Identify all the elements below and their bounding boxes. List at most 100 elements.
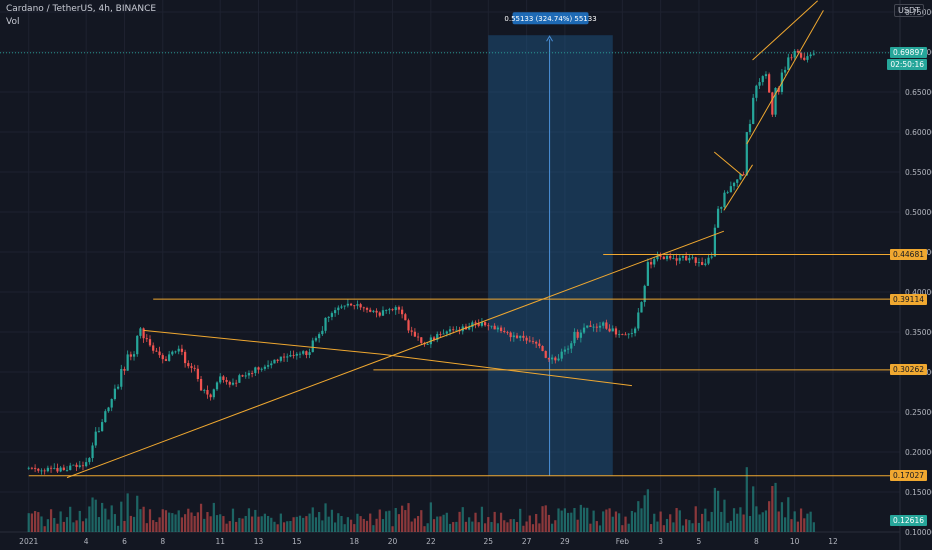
volume-bar	[560, 510, 563, 532]
candle-body	[774, 87, 777, 115]
volume-bar	[701, 513, 704, 532]
volume-bar	[91, 497, 94, 532]
candle-body	[148, 339, 152, 346]
candle-body	[318, 334, 321, 339]
volume-bar	[726, 522, 729, 532]
candle-body	[506, 331, 509, 333]
x-tick-label: 4	[84, 537, 89, 546]
volume-bar	[787, 497, 790, 532]
trendline[interactable]	[382, 353, 632, 387]
volume-bar	[579, 504, 582, 532]
volume-bar	[662, 525, 665, 532]
candle-body	[675, 258, 678, 261]
measure-range-box[interactable]	[488, 35, 613, 476]
candle-body	[582, 327, 586, 333]
volume-bar	[148, 509, 152, 532]
candle-body	[142, 328, 145, 339]
volume-bar	[314, 517, 318, 532]
volume-bar	[761, 512, 764, 532]
candle-body	[404, 314, 407, 321]
candle-body	[244, 375, 247, 377]
volume-bar	[618, 513, 621, 532]
candle-body	[787, 57, 790, 70]
y-tick-label: 0.10000	[905, 528, 932, 537]
candle-body	[566, 348, 570, 350]
candle-body	[519, 335, 522, 338]
candle-body	[129, 354, 132, 357]
trendline[interactable]	[752, 0, 818, 61]
candle-body	[266, 365, 270, 367]
volume-bar	[720, 511, 723, 532]
volume-bar	[346, 517, 349, 532]
candle-body	[104, 411, 107, 423]
candle-body	[633, 328, 637, 334]
volume-bar	[62, 521, 65, 532]
x-tick-label: 3	[658, 537, 663, 546]
candle-body	[649, 262, 653, 265]
volume-bar	[528, 515, 531, 532]
volume-bar	[483, 523, 487, 532]
volume-bar	[222, 516, 225, 532]
candle-body	[579, 332, 582, 338]
candle-body	[468, 327, 471, 330]
candle-body	[637, 312, 640, 329]
trendline[interactable]	[66, 230, 725, 479]
volume-bar	[113, 514, 117, 532]
volume-bar	[225, 523, 228, 532]
volume-bar	[27, 513, 30, 532]
candle-body	[544, 351, 547, 358]
measure-arrow-head	[546, 35, 554, 42]
trendline[interactable]	[713, 151, 744, 177]
volume-bar	[420, 510, 423, 532]
volume-bar	[736, 513, 739, 532]
volume-bar	[333, 522, 337, 532]
volume-indicator-label[interactable]: Vol	[6, 17, 20, 27]
candle-body	[123, 368, 126, 371]
candle-body	[53, 467, 56, 469]
countdown-tag: 02:50:16	[887, 58, 927, 70]
candle-body	[343, 305, 346, 307]
volume-bar	[452, 522, 455, 532]
volume-bar	[637, 501, 640, 532]
candle-body	[614, 328, 618, 335]
candle-body	[748, 124, 752, 133]
volume-bar	[681, 525, 685, 532]
volume-bar	[503, 520, 506, 532]
trendline[interactable]	[143, 329, 384, 355]
volume-bar	[101, 502, 104, 532]
trendline[interactable]	[746, 10, 824, 145]
volume-bar	[388, 510, 391, 532]
candle-body	[643, 285, 646, 303]
volume-bar	[270, 517, 273, 532]
candle-body	[528, 340, 531, 342]
candle-body	[758, 82, 761, 86]
candle-body	[260, 368, 263, 370]
volume-bar	[132, 516, 136, 532]
volume-bar	[394, 507, 397, 532]
candle-body	[321, 330, 324, 335]
volume-bar	[174, 514, 177, 532]
candle-body	[669, 255, 672, 259]
trendline[interactable]	[723, 164, 753, 211]
candle-body	[78, 465, 81, 467]
candle-body	[75, 464, 78, 467]
currency-button[interactable]: USDT	[894, 4, 924, 17]
candle-body	[752, 97, 755, 125]
volume-bar	[487, 517, 490, 532]
volume-bar	[75, 520, 78, 532]
candle-body	[681, 256, 685, 258]
volume-bar	[404, 510, 407, 532]
candle-body	[145, 338, 148, 340]
volume-bar	[796, 521, 799, 532]
candle-body	[560, 351, 563, 359]
volume-bar	[442, 514, 445, 532]
candle-body	[701, 262, 704, 265]
candle-body	[101, 422, 104, 432]
volume-bar	[768, 501, 771, 532]
volume-bar	[499, 512, 503, 532]
candle-body	[420, 337, 423, 343]
x-tick-label: 29	[560, 537, 570, 546]
candle-body	[573, 331, 576, 344]
candle-body	[659, 255, 662, 257]
